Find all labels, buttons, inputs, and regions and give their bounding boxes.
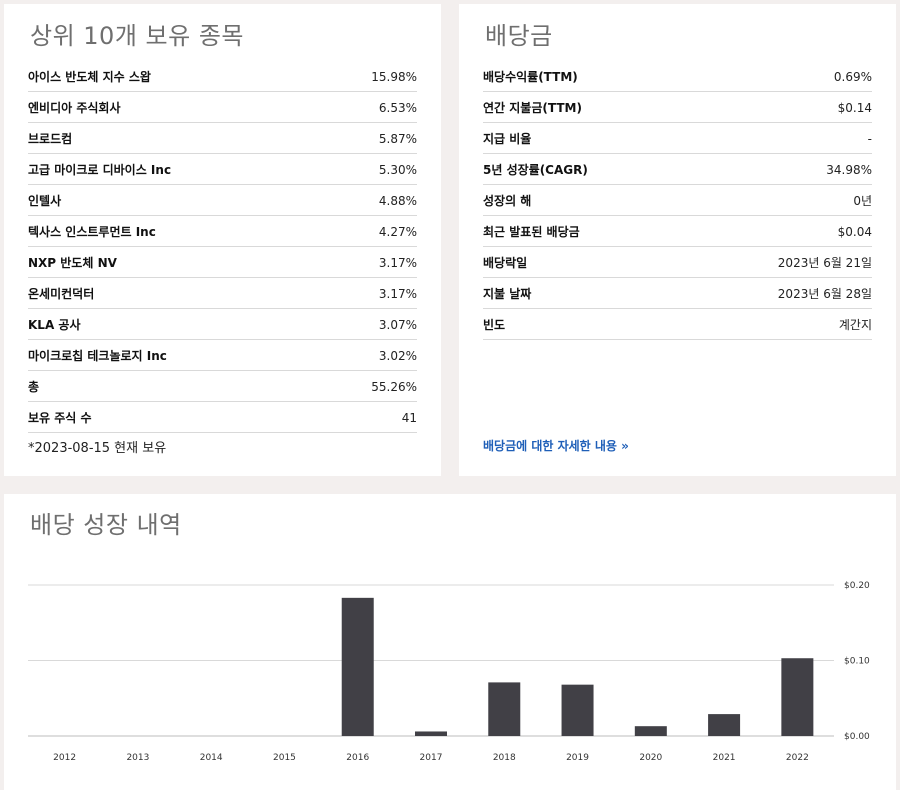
dividend-stat-row: 지불 날짜 2023년 6월 28일 — [483, 278, 872, 309]
dividend-stat-row-value: $0.04 — [837, 224, 872, 239]
dividend-stat-row: 빈도 계간지 — [483, 309, 872, 340]
holding-row-label: 엔비디아 주식회사 — [28, 101, 121, 115]
holding-row-label: 온세미컨덕터 — [28, 287, 95, 301]
holding-row: 마이크로칩 테크놀로지 Inc 3.02% — [28, 340, 417, 371]
holding-row: 아이스 반도체 지수 스왑 15.98% — [28, 61, 417, 92]
holding-row: 고급 마이크로 디바이스 Inc 5.30% — [28, 154, 417, 185]
x-tick-label: 2012 — [53, 753, 76, 763]
holding-row-value: 4.88% — [378, 193, 417, 208]
dividend-growth-title: 배당 성장 내역 — [30, 511, 182, 539]
dividend-stat-row-label: 지급 비율 — [483, 132, 532, 146]
holding-row-value: 5.87% — [378, 131, 417, 146]
x-tick-label: 2017 — [420, 753, 443, 763]
dividend-stat-row-label: 최근 발표된 배당금 — [483, 225, 580, 239]
dividend-growth-card: 배당 성장 내역 $0.00 $0.10 $0.20 2012 2013 2014 2015… — [4, 494, 896, 790]
y-tick-label: $0.10 — [844, 657, 870, 667]
dividend-stat-row: 배당락일 2023년 6월 21일 — [483, 247, 872, 278]
holding-row-label: NXP 반도체 NV — [28, 256, 117, 270]
dividend-stat-row-value: 2023년 6월 21일 — [777, 256, 872, 270]
holding-row-label: 보유 주식 수 — [28, 411, 92, 425]
dividends-title: 배당금 — [485, 22, 553, 50]
top-holdings-title: 상위 10개 보유 종목 — [30, 22, 244, 50]
dividend-stat-row: 배당수익률(TTM) 0.69% — [483, 61, 872, 92]
dividends-card: 배당금 배당수익률(TTM) 0.69% 연간 지불금(TTM) $0.14 지급 비율… — [459, 4, 896, 476]
holding-row: 엔비디아 주식회사 6.53% — [28, 92, 417, 123]
holding-row-label: KLA 공사 — [28, 318, 81, 332]
dividend-bar[interactable] — [561, 684, 594, 736]
holding-row-value: 3.07% — [378, 317, 417, 332]
holding-row-label: 마이크로칩 테크놀로지 Inc — [28, 349, 167, 363]
dividend-stat-row-value: 0년 — [853, 194, 872, 208]
x-tick-label: 2014 — [200, 753, 223, 763]
dividend-stat-row: 지급 비율 - — [483, 123, 872, 154]
top-holdings-table: 아이스 반도체 지수 스왑 15.98% 엔비디아 주식회사 6.53% 브로드컴 5.8… — [28, 61, 417, 433]
x-tick-label: 2018 — [493, 753, 516, 763]
dividend-bar[interactable] — [415, 731, 447, 736]
holding-row-value: 3.17% — [378, 255, 417, 270]
dividend-stat-row-label: 성장의 해 — [483, 194, 532, 208]
holding-row-label: 브로드컴 — [28, 132, 73, 146]
holding-row-label: 텍사스 인스트루먼트 Inc — [28, 225, 156, 239]
holding-row-value: 15.98% — [371, 69, 417, 84]
holding-row-value: 3.17% — [378, 286, 417, 301]
x-tick-label: 2022 — [786, 753, 809, 763]
dividend-stat-row-label: 배당락일 — [483, 256, 528, 270]
holding-row: KLA 공사 3.07% — [28, 309, 417, 340]
holding-row-value: 41 — [401, 410, 417, 425]
x-tick-label: 2015 — [273, 753, 296, 763]
holding-row: 인텔사 4.88% — [28, 185, 417, 216]
holding-row-value: 6.53% — [378, 100, 417, 115]
dividend-stat-row-label: 배당수익률(TTM) — [483, 70, 578, 84]
dividend-stat-row-label: 연간 지불금(TTM) — [483, 101, 582, 115]
dividend-stat-row: 성장의 해 0년 — [483, 185, 872, 216]
dividend-stat-row-value: 0.69% — [833, 69, 872, 84]
dividend-details-link[interactable]: 배당금에 대한 자세한 내용 » — [483, 439, 629, 453]
dividend-bar[interactable] — [781, 658, 814, 736]
dividend-bar[interactable] — [488, 682, 521, 736]
x-tick-label: 2016 — [346, 753, 369, 763]
y-tick-label: $0.20 — [844, 581, 870, 591]
dividend-stat-row-label: 지불 날짜 — [483, 287, 532, 301]
y-tick-label: $0.00 — [844, 732, 870, 742]
holding-row: 브로드컴 5.87% — [28, 123, 417, 154]
dividend-stat-row: 5년 성장률(CAGR) 34.98% — [483, 154, 872, 185]
holding-row-label: 아이스 반도체 지수 스왑 — [28, 70, 151, 84]
holding-row: NXP 반도체 NV 3.17% — [28, 247, 417, 278]
dividend-stat-row-label: 5년 성장률(CAGR) — [483, 163, 588, 177]
holding-row-label: 총 — [28, 380, 40, 394]
holding-row: 보유 주식 수 41 — [28, 402, 417, 433]
dividend-stat-row-value: 34.98% — [826, 162, 872, 177]
dividend-stat-row-value: 계간지 — [838, 318, 872, 332]
holding-row-label: 인텔사 — [28, 194, 62, 208]
holding-row: 텍사스 인스트루먼트 Inc 4.27% — [28, 216, 417, 247]
holding-row: 총 55.26% — [28, 371, 417, 402]
x-tick-label: 2019 — [566, 753, 589, 763]
x-tick-label: 2013 — [126, 753, 149, 763]
x-tick-label: 2020 — [639, 753, 662, 763]
dividend-stat-row-value: 2023년 6월 28일 — [777, 287, 872, 301]
holdings-footnote: *2023-08-15 현재 보유 — [28, 441, 167, 456]
top-holdings-card: 상위 10개 보유 종목 아이스 반도체 지수 스왑 15.98% 엔비디아 주식회… — [4, 4, 441, 476]
holding-row-value: 55.26% — [371, 379, 417, 394]
holding-row-value: 3.02% — [378, 348, 417, 363]
dividends-table: 배당수익률(TTM) 0.69% 연간 지불금(TTM) $0.14 지급 비율 - 5년 … — [483, 61, 872, 340]
holding-row: 온세미컨덕터 3.17% — [28, 278, 417, 309]
dividend-stat-row-label: 빈도 — [483, 318, 506, 332]
dividend-growth-chart: $0.00 $0.10 $0.20 2012 2013 2014 2015 2016 2017 2… — [28, 581, 870, 763]
dividend-bar[interactable] — [634, 726, 667, 736]
dividend-stat-row: 최근 발표된 배당금 $0.04 — [483, 216, 872, 247]
holding-row-value: 4.27% — [378, 224, 417, 239]
dividend-bar[interactable] — [708, 714, 741, 736]
dividend-stat-row: 연간 지불금(TTM) $0.14 — [483, 92, 872, 123]
dividend-stat-row-value: - — [867, 131, 872, 146]
holding-row-label: 고급 마이크로 디바이스 Inc — [28, 163, 172, 177]
x-tick-label: 2021 — [713, 753, 736, 763]
dividend-stat-row-value: $0.14 — [837, 100, 872, 115]
holding-row-value: 5.30% — [378, 162, 417, 177]
dividend-bar[interactable] — [341, 597, 374, 736]
